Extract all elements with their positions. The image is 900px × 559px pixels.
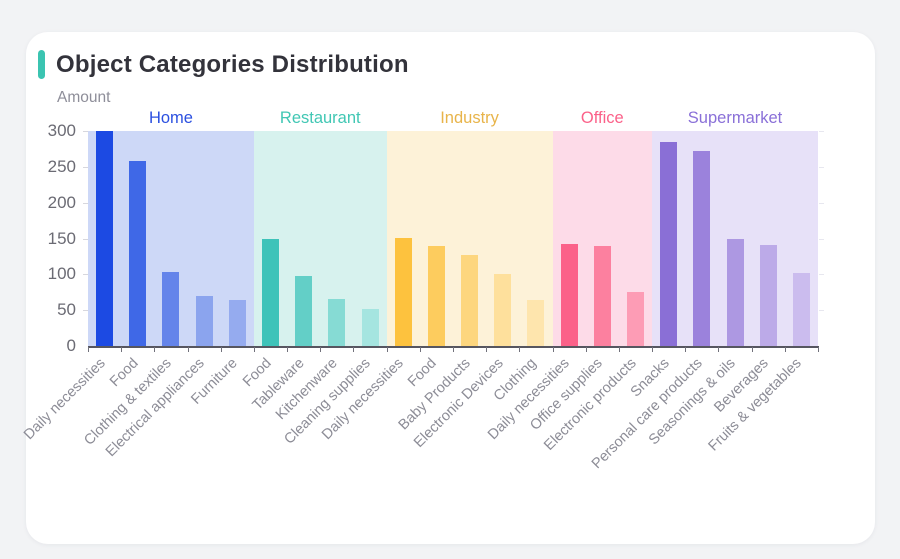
y-axis-tick-right — [819, 131, 824, 132]
group-label-industry: Industry — [440, 109, 499, 127]
bar-office-electronic-products[interactable] — [627, 291, 644, 346]
y-tick-label: 200 — [47, 192, 76, 212]
group-label-restaurant: Restaurant — [279, 109, 361, 127]
x-axis-tick — [386, 347, 388, 352]
y-axis-tick-right — [819, 274, 824, 276]
bar-industry-electronic-devices[interactable] — [494, 274, 512, 346]
group-label-supermarket: Supermarket — [687, 109, 783, 127]
x-axis-tick — [618, 347, 620, 352]
y-tick-label: 100 — [47, 264, 76, 284]
y-axis-tick-left — [83, 131, 88, 132]
x-axis-tick — [88, 347, 89, 352]
y-tick-label: 250 — [47, 156, 76, 176]
x-axis-tick — [253, 347, 255, 352]
bar-home-daily-necessities[interactable] — [96, 131, 114, 346]
x-axis-tick — [718, 347, 720, 352]
bar-restaurant-cleaning-supplies[interactable] — [361, 309, 379, 346]
bar-restaurant-kitchenware[interactable] — [328, 299, 346, 346]
bar-industry-clothing[interactable] — [527, 300, 545, 346]
y-tick-label: 300 — [47, 121, 76, 140]
x-axis-tick — [320, 347, 322, 352]
y-axis-title: Amount — [57, 89, 111, 106]
bar-supermarket-fruits-vegetables[interactable] — [792, 272, 810, 346]
bar-industry-food[interactable] — [427, 246, 445, 346]
x-axis-tick — [519, 347, 521, 352]
title-accent-bar — [38, 50, 45, 79]
group-label-home: Home — [148, 109, 193, 127]
y-axis-tick-left — [83, 166, 88, 168]
group-labels: Home Restaurant Industry Office Supermarket — [26, 32, 875, 544]
bar-office-office-supplies[interactable] — [593, 246, 611, 346]
bar-supermarket-personal-care-products[interactable] — [693, 151, 711, 346]
x-axis-tick — [419, 347, 421, 352]
x-axis-tick — [353, 347, 355, 352]
x-axis-tick — [287, 347, 289, 352]
x-axis-tick — [818, 347, 819, 352]
bar-home-clothing-textiles[interactable] — [162, 272, 180, 346]
x-axis-line — [88, 346, 819, 348]
x-axis-tick — [552, 347, 554, 352]
x-axis-tick — [751, 347, 753, 352]
y-axis-tick-left — [83, 238, 88, 240]
chart-card: Object Categories Distribution Amount 0 5… — [21, 32, 875, 544]
bar-supermarket-beverages[interactable] — [759, 244, 777, 346]
group-label-office: Office — [580, 109, 624, 127]
x-axis-tick — [784, 347, 786, 352]
x-axis-tick — [685, 347, 687, 352]
bar-office-daily-necessities[interactable] — [560, 243, 578, 346]
x-axis-tick — [220, 347, 222, 352]
bar-home-furniture[interactable] — [228, 300, 246, 346]
y-axis-tick-right — [819, 166, 824, 168]
chart-title: Object Categories Distribution — [56, 50, 409, 78]
bar-restaurant-tableware[interactable] — [295, 276, 313, 346]
y-axis-tick-left — [83, 274, 88, 276]
x-axis-tick — [154, 347, 156, 352]
y-tick-label: 0 — [66, 336, 76, 355]
y-tick-label: 50 — [57, 300, 76, 320]
y-axis-tick-right — [819, 238, 824, 240]
x-axis-tick — [486, 347, 488, 352]
bar-supermarket-seasonings-oils[interactable] — [726, 239, 744, 346]
plot-area: Daily necessities Food Clothing & textiles… — [21, 131, 824, 472]
y-axis-tick-left — [83, 202, 88, 204]
title-row: Object Categories Distribution — [38, 50, 409, 79]
x-axis-tick — [121, 347, 123, 352]
bar-industry-baby-products[interactable] — [461, 254, 479, 346]
y-axis-tick-right — [819, 310, 824, 312]
y-axis-tick-right — [819, 202, 824, 204]
bar-supermarket-snacks[interactable] — [660, 141, 678, 346]
bar-home-electrical-appliances[interactable] — [195, 295, 213, 346]
y-axis-tick-left — [83, 310, 88, 312]
bar-home-food[interactable] — [129, 161, 147, 346]
bar-restaurant-food[interactable] — [262, 239, 279, 346]
y-axis-labels: 0 50 100 150 200 250 300 — [26, 32, 875, 544]
x-axis-tick — [585, 347, 587, 352]
x-axis-tick — [652, 347, 654, 352]
y-tick-label: 150 — [47, 228, 76, 248]
bar-industry-daily-necessities[interactable] — [394, 237, 412, 346]
x-axis-tick — [453, 347, 454, 352]
x-axis-tick — [187, 347, 189, 352]
